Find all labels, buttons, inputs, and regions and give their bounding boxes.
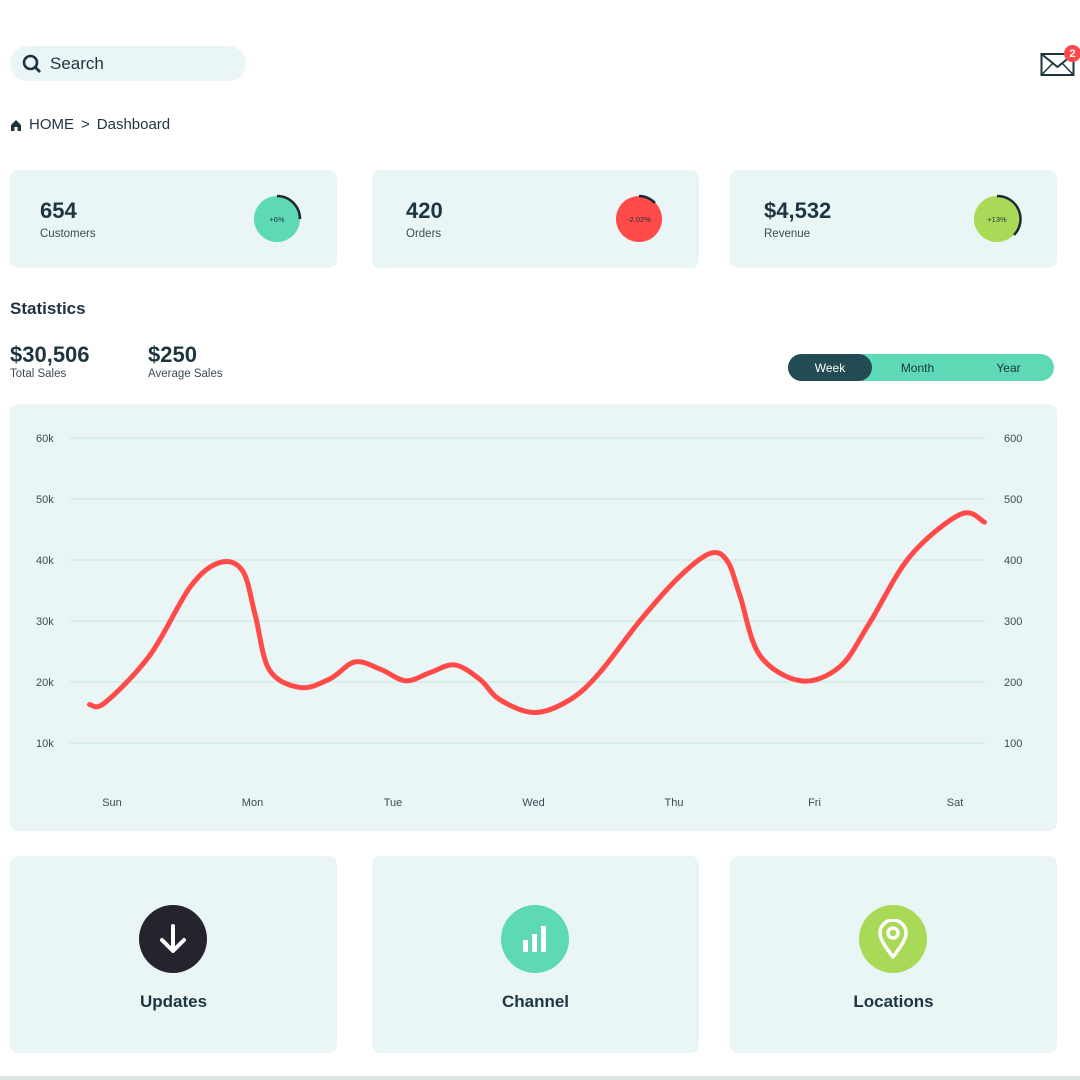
kpi-label: Revenue (764, 228, 811, 240)
tab-year[interactable]: Year (996, 360, 1021, 375)
y-left-tick-label: 20k (36, 677, 54, 689)
average-sales-value: $250 (148, 342, 197, 367)
y-right-tick-label: 600 (1004, 433, 1022, 445)
progress-ring-icon (638, 194, 656, 204)
breadcrumb: HOME > Dashboard (10, 116, 170, 133)
kpi-change: -2.02% (616, 196, 662, 242)
home-icon[interactable] (10, 119, 22, 131)
y-right-tick-label: 500 (1004, 494, 1022, 506)
progress-ring-icon (276, 194, 302, 220)
shortcut-label: Locations (853, 992, 934, 1011)
sales-chart: 10k 100 20k 200 30k 300 40k 400 50k 500 60k 600 Sun M… (10, 404, 1057, 831)
x-tick-label: Wed (522, 797, 544, 809)
x-tick-label: Sun (102, 797, 122, 809)
kpi-change: +13% (974, 196, 1020, 242)
shortcut-label: Channel (501, 992, 570, 1011)
search-icon (22, 54, 41, 73)
tab-month[interactable]: Month (900, 360, 935, 375)
bar-chart-icon (501, 905, 569, 973)
y-right-tick-label: 200 (1004, 677, 1022, 689)
total-sales-label: Total Sales (10, 368, 67, 380)
y-left-tick-label: 10k (36, 738, 54, 750)
y-left-tick-label: 40k (36, 555, 54, 567)
x-tick-label: Tue (384, 797, 403, 809)
kpi-label: Orders (406, 228, 442, 240)
kpi-change: +6% (254, 196, 300, 242)
x-tick-label: Fri (808, 797, 821, 809)
average-sales: $250 Average Sales (148, 342, 223, 380)
x-tick-label: Mon (242, 797, 263, 809)
progress-ring-icon (996, 194, 1022, 236)
period-toggle: Week Month Year (788, 354, 1054, 381)
y-right-tick-label: 300 (1004, 616, 1022, 628)
kpi-card-customers: 654 Customers +6% (10, 170, 337, 268)
shortcut-updates[interactable]: Updates (10, 856, 337, 1053)
tab-week[interactable]: Week (788, 354, 872, 381)
breadcrumb-separator: > (81, 116, 90, 133)
statistics-title: Statistics (10, 299, 86, 318)
kpi-value: 420 (406, 198, 443, 223)
kpi-value: 654 (40, 198, 77, 223)
y-right-tick-label: 100 (1004, 738, 1022, 750)
arrow-down-icon (139, 905, 207, 973)
location-pin-icon (859, 905, 927, 973)
total-sales: $30,506 Total Sales (10, 342, 90, 380)
shortcut-locations[interactable]: Locations (730, 856, 1057, 1053)
average-sales-label: Average Sales (148, 368, 223, 380)
y-right-tick-label: 400 (1004, 555, 1022, 567)
x-tick-label: Sat (947, 797, 964, 809)
shortcut-label: Updates (139, 992, 208, 1011)
total-sales-value: $30,506 (10, 342, 90, 367)
shortcut-channel[interactable]: Channel (372, 856, 699, 1053)
search-input[interactable]: Search (10, 46, 246, 81)
mail-badge: 2 (1064, 45, 1080, 62)
bottom-divider (0, 1076, 1080, 1080)
sales-line (87, 510, 988, 716)
kpi-value: $4,532 (764, 198, 832, 223)
breadcrumb-current: Dashboard (96, 116, 171, 133)
y-left-tick-label: 50k (36, 494, 54, 506)
kpi-card-revenue: $4,532 Revenue +13% (730, 170, 1057, 268)
x-tick-label: Thu (665, 797, 684, 809)
breadcrumb-home[interactable]: HOME (29, 116, 74, 133)
kpi-label: Customers (40, 228, 96, 240)
y-left-tick-label: 60k (36, 433, 54, 445)
y-left-tick-label: 30k (36, 616, 54, 628)
line-chart: 10k 100 20k 200 30k 300 40k 400 50k 500 60k 600 Sun M… (36, 433, 1022, 809)
search-placeholder: Search (50, 53, 104, 73)
kpi-card-orders: 420 Orders -2.02% (372, 170, 699, 268)
